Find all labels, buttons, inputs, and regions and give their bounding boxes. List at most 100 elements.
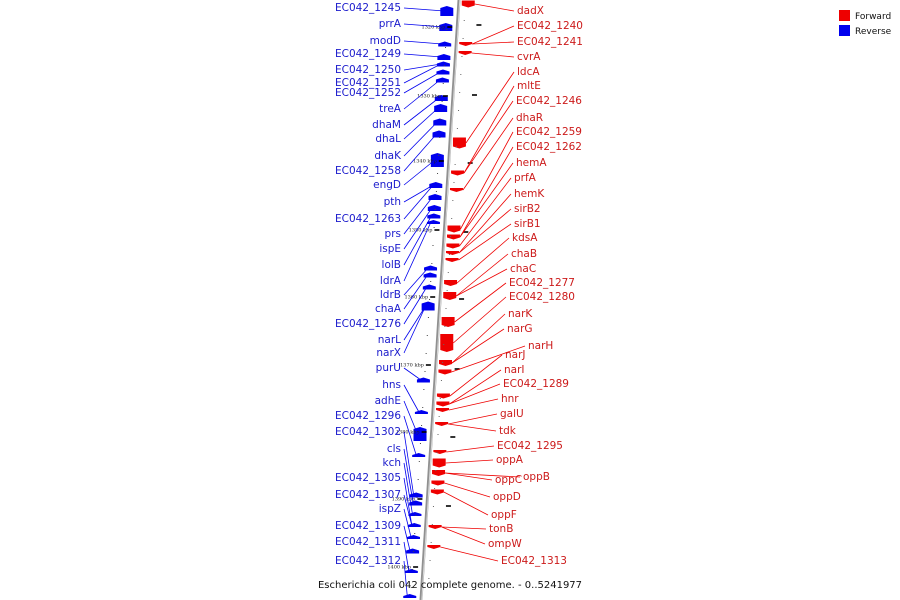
forward-leader-line bbox=[456, 268, 508, 297]
forward-gene-feature bbox=[431, 480, 445, 486]
reverse-gene-feature bbox=[429, 182, 443, 188]
reverse-gene-feature bbox=[430, 153, 444, 167]
forward-gene-feature bbox=[441, 317, 455, 327]
reverse-leader-line bbox=[403, 462, 413, 515]
gene-label-ec042-1245: EC042_1245 bbox=[335, 2, 401, 14]
forward-leader-line bbox=[441, 526, 487, 530]
minor-feature-dot bbox=[445, 47, 447, 48]
minor-feature-dot bbox=[463, 20, 465, 21]
gene-label-cvra: cvrA bbox=[517, 51, 541, 63]
forward-gene-feature bbox=[446, 234, 460, 240]
reverse-gene-feature bbox=[432, 130, 446, 138]
reverse-leader-line bbox=[403, 184, 434, 220]
forward-gene-feature bbox=[461, 0, 475, 8]
gene-label-ldca: ldcA bbox=[517, 66, 540, 78]
minor-feature-dot bbox=[443, 65, 445, 66]
forward-leader-line bbox=[472, 25, 515, 45]
gene-label-nari: narI bbox=[504, 364, 525, 376]
reverse-gene-feature bbox=[403, 594, 417, 598]
forward-leader-line bbox=[454, 282, 507, 323]
forward-leader-line bbox=[459, 177, 512, 247]
forward-gene-feature bbox=[446, 243, 460, 249]
genome-backbone-highlight bbox=[421, 0, 461, 600]
minor-feature-dot bbox=[423, 389, 425, 390]
reverse-gene-feature bbox=[436, 61, 450, 67]
tick-label: 1330 kbp bbox=[417, 94, 441, 100]
forward-leader-line bbox=[448, 423, 497, 432]
gene-label-ec042-1302: EC042_1302 bbox=[335, 426, 401, 438]
reverse-leader-line bbox=[403, 40, 443, 45]
legend-reverse-label: Reverse bbox=[855, 27, 892, 37]
forward-leader-line bbox=[458, 193, 512, 254]
forward-gene-feature bbox=[451, 170, 465, 176]
forward-leader-line bbox=[449, 383, 501, 405]
reverse-leader-line bbox=[403, 159, 436, 186]
reverse-leader-line bbox=[403, 367, 422, 381]
minor-feature-dot bbox=[460, 74, 462, 75]
gene-label-oppa: oppA bbox=[496, 454, 524, 466]
minor-feature-dot bbox=[425, 353, 427, 354]
minor-feature-dot bbox=[444, 326, 446, 327]
reverse-leader-line bbox=[403, 196, 433, 235]
forward-leader-line bbox=[463, 85, 515, 174]
gene-label-ec042-1307: EC042_1307 bbox=[335, 489, 401, 501]
forward-gene-feature bbox=[459, 42, 473, 46]
reverse-gene-feature bbox=[435, 77, 449, 83]
legend: Forward Reverse bbox=[839, 10, 892, 37]
reverse-leader-line bbox=[403, 431, 415, 496]
gene-label-ec042-1252: EC042_1252 bbox=[335, 87, 401, 99]
minor-feature-dot bbox=[431, 524, 433, 525]
reverse-leader-line bbox=[403, 477, 413, 526]
reverse-gene-feature bbox=[433, 118, 447, 126]
forward-gene-feature bbox=[436, 401, 450, 407]
reverse-leader-line bbox=[403, 305, 426, 354]
tick-label: 1320 kbp bbox=[422, 25, 446, 31]
reverse-gene-feature bbox=[440, 6, 454, 16]
reverse-leader-line bbox=[403, 274, 428, 310]
gene-label-dhal: dhaL bbox=[375, 133, 401, 145]
gene-label-galu: galU bbox=[500, 408, 524, 420]
reverse-gene-feature bbox=[413, 427, 427, 441]
gene-label-trea: treA bbox=[379, 103, 402, 115]
reverse-gene-feature bbox=[416, 377, 430, 383]
forward-leader-line bbox=[471, 52, 515, 58]
reverse-gene-feature bbox=[434, 104, 448, 112]
gene-label-oppf: oppF bbox=[491, 509, 517, 521]
forward-leader-line bbox=[462, 117, 514, 191]
forward-leader-line bbox=[458, 223, 512, 261]
forward-leader-line bbox=[451, 313, 506, 364]
minor-feature-dot bbox=[439, 137, 441, 138]
minor-feature-dot bbox=[441, 101, 443, 102]
forward-leader-line bbox=[460, 131, 514, 230]
forward-leader-line bbox=[445, 472, 521, 478]
forward-leader-line bbox=[448, 413, 498, 425]
gene-label-prfa: prfA bbox=[514, 172, 537, 184]
gene-label-mlte: mltE bbox=[517, 80, 541, 92]
minor-feature-dot bbox=[416, 497, 418, 498]
forward-leader-line bbox=[456, 237, 510, 284]
gene-label-cls: cls bbox=[387, 443, 401, 455]
minor-feature-dot bbox=[411, 569, 413, 570]
minor-feature-dot bbox=[448, 254, 450, 255]
legend-forward-label: Forward bbox=[855, 12, 891, 22]
minor-feature-dot bbox=[434, 209, 436, 210]
gene-label-ec042-1240: EC042_1240 bbox=[517, 20, 583, 32]
minor-feature-dot bbox=[454, 164, 456, 165]
forward-gene-feature bbox=[427, 545, 441, 549]
forward-gene-feature bbox=[432, 470, 446, 476]
gene-label-ec042-1276: EC042_1276 bbox=[335, 318, 401, 330]
minor-feature-dot bbox=[451, 218, 453, 219]
minor-feature-dot bbox=[421, 425, 423, 426]
reverse-leader-line bbox=[403, 207, 433, 250]
reverse-leader-line bbox=[403, 97, 440, 126]
forward-leader-line bbox=[451, 345, 526, 373]
forward-leader-line bbox=[456, 253, 509, 297]
reverse-gene-feature bbox=[414, 410, 428, 414]
forward-gene-feature bbox=[435, 422, 449, 426]
reverse-leader-line bbox=[403, 400, 418, 435]
reverse-leader-line bbox=[403, 121, 438, 157]
reverse-leader-line bbox=[403, 184, 434, 203]
forward-gene-feature bbox=[439, 360, 453, 366]
gene-label-dhak: dhaK bbox=[374, 150, 402, 162]
minor-feature-dot bbox=[424, 371, 426, 372]
